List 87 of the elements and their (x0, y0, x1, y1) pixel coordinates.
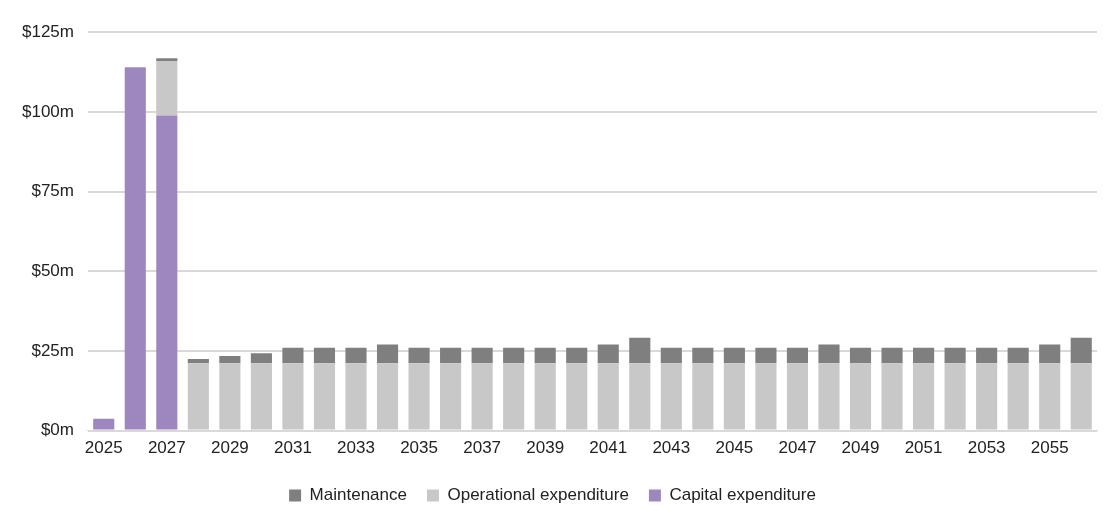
bar (566, 363, 588, 430)
bar (250, 363, 272, 430)
bar (124, 67, 146, 430)
bar (566, 347, 588, 364)
x-tick-label: 2041 (589, 438, 628, 458)
bar (156, 58, 178, 61)
y-tick-label: $25m (31, 340, 74, 360)
x-tick-label: 2045 (715, 438, 754, 458)
bar (976, 363, 998, 430)
x-tick-label: 2043 (652, 438, 691, 458)
x-tick-label: 2031 (274, 438, 312, 458)
bar (250, 353, 272, 364)
bar (345, 347, 367, 364)
bar (849, 347, 872, 364)
bar (913, 347, 935, 364)
bar (944, 347, 966, 364)
bar (755, 363, 777, 430)
bar (1007, 347, 1029, 364)
x-tick-label: 2049 (841, 438, 880, 458)
bar (786, 347, 809, 364)
bar (881, 347, 903, 364)
y-tick-label: $0m (40, 420, 74, 440)
x-tick-label: 2039 (526, 438, 565, 458)
bar (913, 363, 935, 430)
x-tick-label: 2035 (400, 438, 438, 458)
bar (692, 363, 714, 430)
y-tick-label: $125m (22, 21, 74, 41)
bar (818, 344, 840, 364)
bar (156, 60, 178, 116)
x-tick-label: 2051 (904, 438, 943, 458)
bar (471, 363, 493, 430)
x-tick-label: 2033 (337, 438, 375, 458)
y-tick-label: $50m (31, 260, 74, 280)
bar (723, 363, 745, 430)
legend-label: Operational expenditure (447, 485, 629, 505)
bar (755, 347, 777, 364)
bar (1007, 363, 1029, 430)
bar (660, 363, 682, 430)
bar (1070, 337, 1092, 364)
bar (881, 363, 903, 430)
bar (282, 363, 304, 430)
y-tick-label: $100m (22, 101, 74, 121)
bar (219, 363, 241, 430)
bar (93, 418, 115, 430)
bar (849, 363, 872, 430)
legend-label: Capital expenditure (669, 485, 816, 505)
bar (376, 363, 399, 430)
bar (440, 363, 462, 430)
bar (692, 347, 714, 364)
x-tick-label: 2055 (1030, 438, 1069, 458)
bar (187, 363, 209, 430)
bar (282, 347, 304, 364)
bar (345, 363, 367, 430)
bar (408, 347, 430, 364)
x-tick-label: 2029 (210, 438, 249, 458)
bar (723, 347, 745, 364)
bar (313, 347, 336, 364)
bar (408, 363, 430, 430)
x-tick-label: 2047 (778, 438, 817, 458)
bar (629, 363, 651, 430)
bar (471, 347, 493, 364)
bar (440, 347, 462, 364)
legend-label: Maintenance (309, 485, 407, 505)
bar (660, 347, 682, 364)
bar (1070, 363, 1092, 430)
bar (944, 363, 966, 430)
x-tick-label: 2053 (967, 438, 1006, 458)
bar (503, 347, 525, 364)
x-tick-label: 2025 (84, 438, 123, 458)
y-tick-label: $75m (31, 181, 74, 201)
bar (976, 347, 998, 364)
x-tick-label: 2027 (147, 438, 186, 458)
bar (534, 347, 556, 364)
x-tick-label: 2037 (463, 438, 502, 458)
bar (1039, 363, 1061, 430)
bar (597, 344, 619, 364)
bar (313, 363, 336, 430)
bar (629, 337, 651, 364)
bar (156, 115, 178, 430)
bar (597, 363, 619, 430)
bar (786, 363, 809, 430)
bar (818, 363, 840, 430)
bar (1039, 344, 1061, 364)
bar (219, 356, 241, 364)
bar (503, 363, 525, 430)
bar (376, 344, 399, 364)
bar (534, 363, 556, 430)
